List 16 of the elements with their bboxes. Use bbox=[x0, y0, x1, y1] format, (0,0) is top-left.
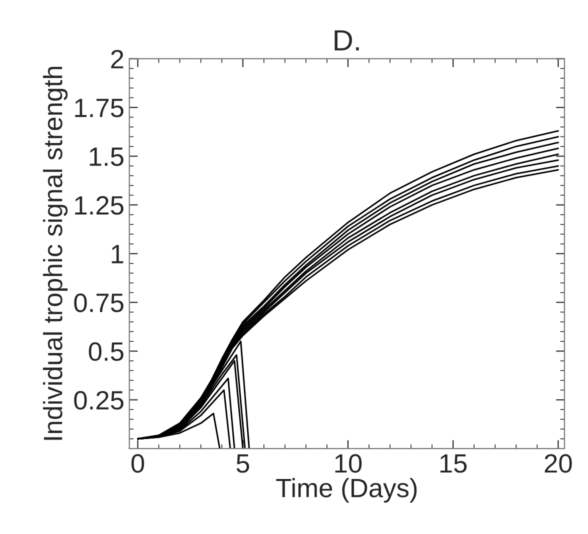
y-axis-title: Individual trophic signal strength bbox=[42, 66, 68, 440]
y-tick-label: 1.25 bbox=[75, 196, 124, 215]
y-tick-label: 0.75 bbox=[74, 294, 124, 312]
y-tick-label: 0.5 bbox=[88, 342, 124, 361]
y-tick-label: 2 bbox=[111, 50, 124, 68]
x-tick-label: 5 bbox=[236, 454, 250, 473]
x-tick-label: 20 bbox=[544, 454, 572, 473]
y-tick-label: 1 bbox=[112, 245, 124, 264]
x-axis-title: Time (Days) bbox=[276, 478, 417, 503]
x-tick-label: 10 bbox=[335, 454, 362, 473]
chart-title: D. bbox=[334, 30, 359, 50]
y-tick-label: 1.5 bbox=[90, 148, 124, 166]
y-tick-label: 0.25 bbox=[74, 390, 124, 410]
y-tick-label: 1.75 bbox=[75, 98, 124, 118]
x-tick-label: 15 bbox=[440, 454, 467, 473]
x-tick-label: 0 bbox=[131, 454, 144, 473]
